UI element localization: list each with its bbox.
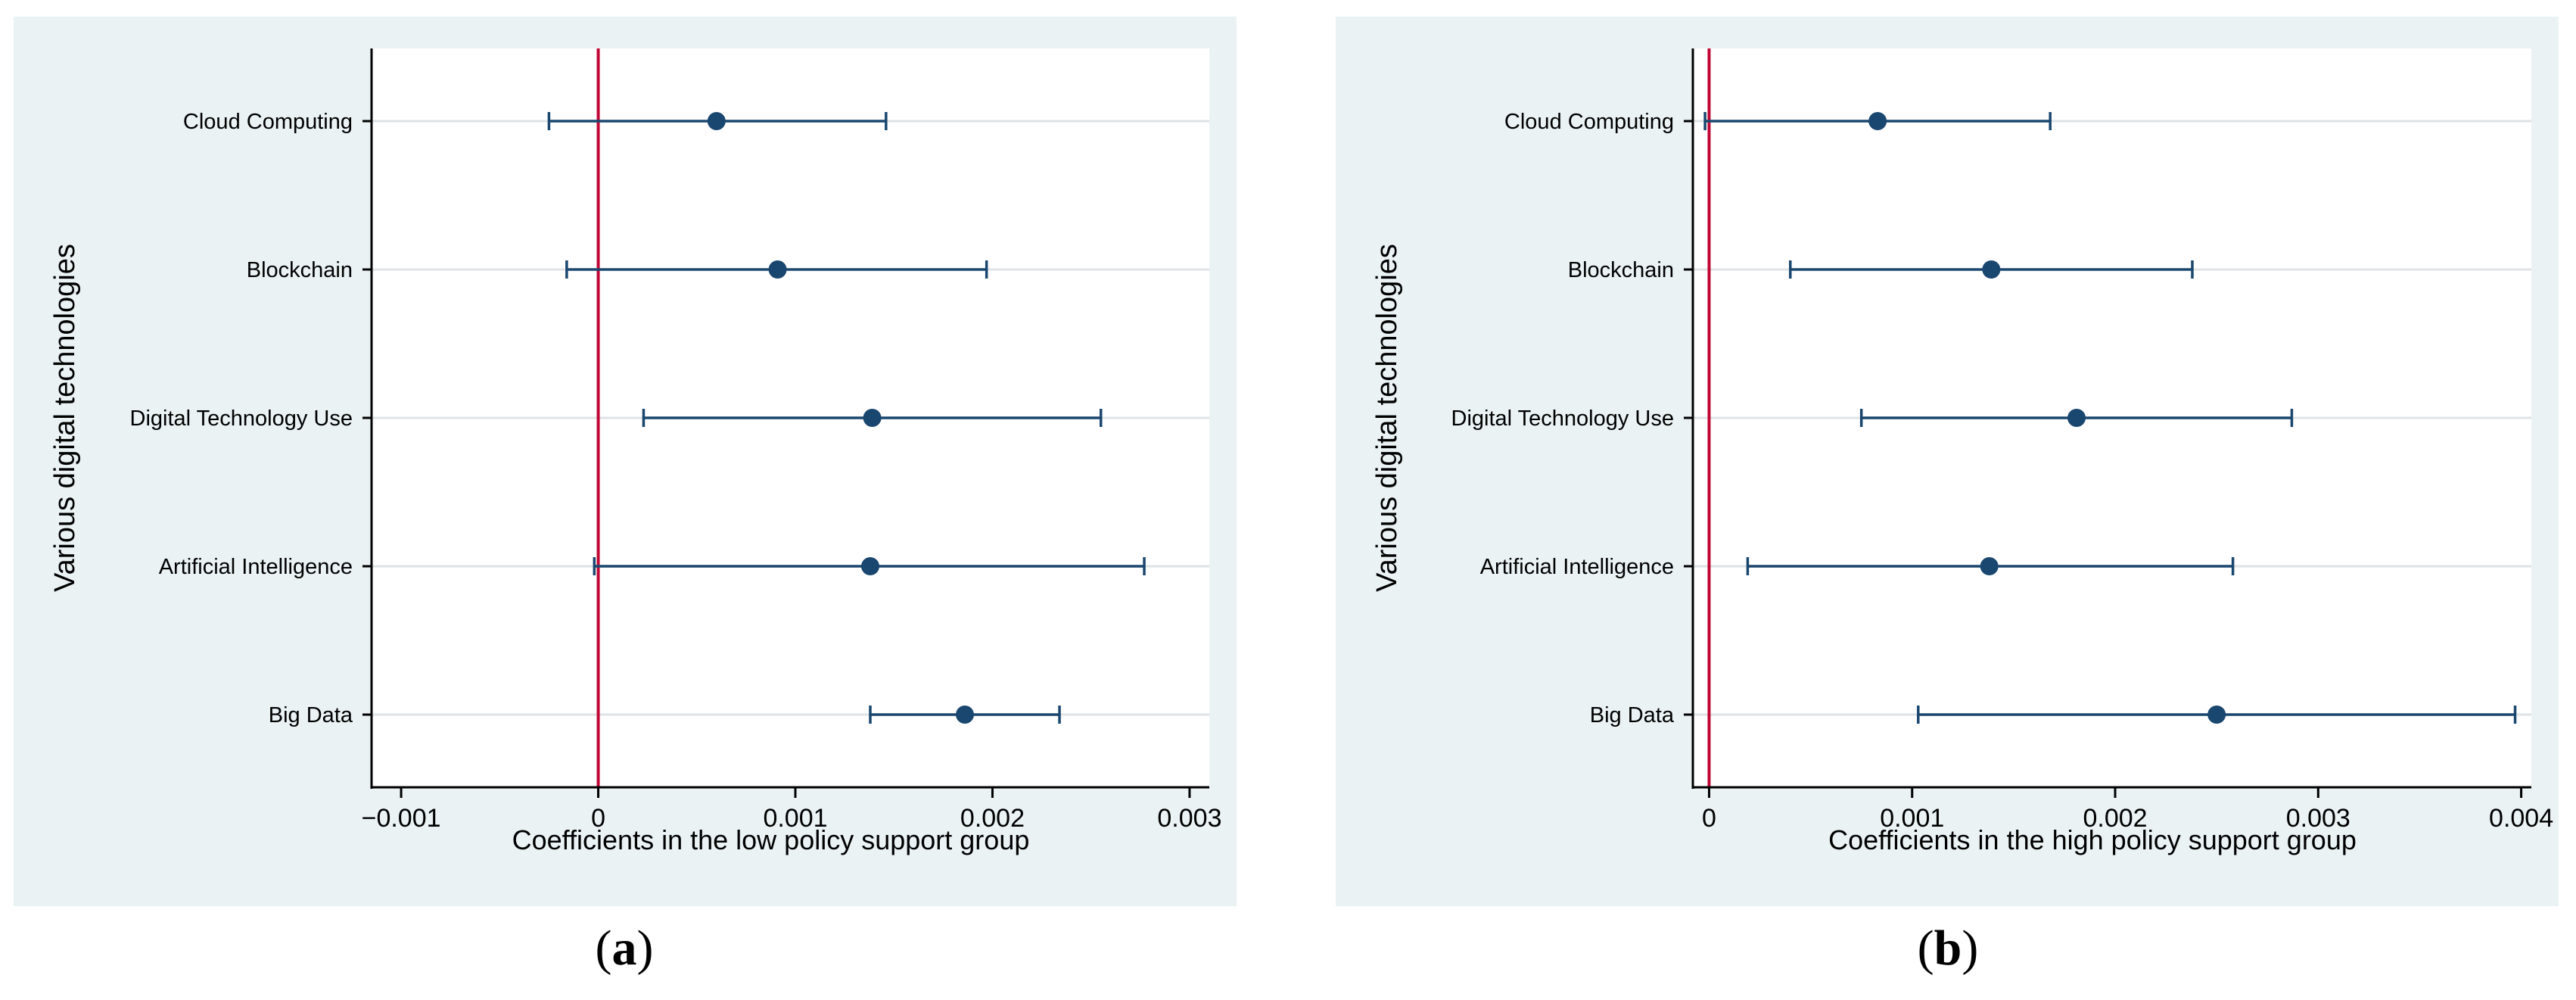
x-tick-label: 0.004 [2489,804,2553,833]
category-label: Blockchain [1568,258,1674,282]
chart-a-svg: Cloud Computing Blockchain Digital Technol… [49,48,1221,855]
category-label: Big Data [1590,703,1675,727]
x-tick-label: 0.002 [2083,804,2147,833]
x-tick-label: 0.003 [1157,804,1221,833]
y-axis-title: Various digital technologies [49,244,81,592]
point-estimate [956,706,975,724]
x-tick-label: 0.001 [763,804,827,833]
point-estimate [707,112,726,130]
chart-panel-a: Cloud Computing Blockchain Digital Technol… [14,17,1237,906]
point-estimate [1982,260,2001,279]
x-axis-title: Coefficients in the low policy support g… [512,824,1030,855]
x-tick-label: 0 [591,804,605,833]
x-tick-label: 0.001 [1880,804,1944,833]
category-label: Artificial Intelligence [159,555,353,579]
point-estimate [1868,112,1887,130]
x-tick-label: 0.003 [2286,804,2350,833]
point-estimate [2067,409,2086,427]
panel-b-caption: (b) [1917,921,1979,976]
chart-b-svg: Cloud Computing Blockchain Digital Technol… [1371,48,2553,855]
x-axis-title: Coefficients in the high policy support … [1828,824,2357,855]
x-tick-label: 0.002 [960,804,1025,833]
category-label: Artificial Intelligence [1480,555,1674,579]
category-label: Digital Technology Use [130,407,353,431]
category-label: Digital Technology Use [1451,407,1674,431]
category-label: Blockchain [247,258,353,282]
point-estimate [860,557,879,575]
x-tick-label: 0 [1702,804,1716,833]
panel-a-label: a [611,921,637,976]
chart-panel-b: Cloud Computing Blockchain Digital Technol… [1336,17,2559,906]
point-estimate [1980,557,1999,575]
panel-b-label: b [1934,921,1962,976]
panel-a-caption: (a) [595,921,654,976]
y-axis-title: Various digital technologies [1371,244,1403,592]
category-label: Big Data [269,703,353,727]
point-estimate [863,409,882,427]
point-estimate [2207,706,2226,724]
point-estimate [768,260,787,279]
category-label: Cloud Computing [1504,110,1674,134]
x-tick-label: −0.001 [362,804,441,833]
category-label: Cloud Computing [183,110,353,134]
